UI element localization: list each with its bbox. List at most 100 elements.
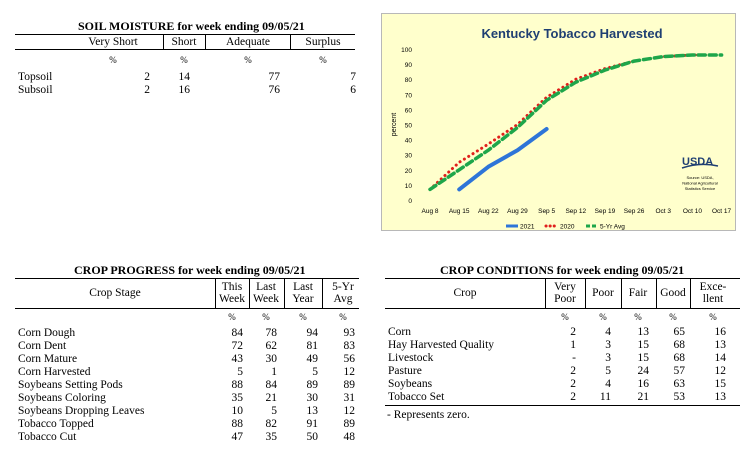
legend-label: 2021: [520, 224, 535, 231]
crop-progress-value-cell: 56: [343, 353, 356, 365]
crop-conditions-value-cell: 65: [673, 326, 686, 338]
unit-label: %: [299, 312, 307, 322]
unit-label: %: [561, 312, 569, 322]
crop-conditions-value-cell: 2: [570, 326, 576, 338]
crop-stage-label: Soybeans Coloring: [18, 392, 106, 404]
y-tick-label: 80: [405, 77, 413, 84]
y-axis-label: percent: [391, 113, 398, 136]
x-tick-label: Oct 10: [683, 208, 703, 215]
divider: [215, 278, 216, 308]
series-line-2020: [428, 53, 724, 191]
divider: [290, 34, 291, 49]
divider: [656, 278, 657, 308]
y-tick-label: 30: [405, 153, 413, 160]
divider: [249, 278, 250, 308]
crop-progress-value-cell: 35: [265, 431, 278, 443]
crop-label: Tobacco Set: [388, 391, 445, 403]
unit-label: %: [709, 312, 717, 322]
usda-logo-swoosh-icon: [681, 163, 719, 169]
soil-moisture-title: SOIL MOISTURE for week ending 09/05/21: [78, 19, 305, 33]
crop-conditions-value-cell: 11: [599, 391, 611, 403]
divider: [322, 278, 323, 308]
unit-label: %: [262, 312, 270, 322]
chart-title: Kentucky Tobacco Harvested: [481, 26, 662, 41]
crop-progress-value-cell: 89: [343, 418, 356, 430]
soil-value-cell: 6: [350, 84, 356, 96]
unit-label: %: [109, 55, 117, 65]
crop-conditions-value-cell: 15: [637, 339, 650, 351]
crop-conditions-value-cell: 16: [714, 326, 727, 338]
divider: [284, 278, 285, 308]
crop-progress-value-cell: 50: [306, 431, 319, 443]
crop-conditions-value-cell: 15: [714, 378, 727, 390]
crop-stage-label: Soybeans Dropping Leaves: [18, 405, 145, 417]
y-tick-label: 0: [408, 198, 412, 205]
crop-conditions-value-cell: 3: [605, 339, 611, 351]
crop-progress-col-header: Last: [256, 281, 276, 293]
x-tick-label: Oct 17: [712, 208, 732, 215]
x-tick-label: Sep 19: [595, 208, 616, 215]
soil-value-cell: 14: [178, 71, 191, 83]
unit-label: %: [228, 312, 236, 322]
divider: [163, 34, 164, 49]
crop-conditions-value-cell: 63: [673, 378, 686, 390]
crop-progress-value-cell: 82: [265, 418, 278, 430]
unit-label: %: [244, 55, 252, 65]
crop-conditions-value-cell: 12: [714, 365, 727, 377]
crop-progress-value-cell: 94: [306, 327, 319, 339]
crop-progress-value-cell: 5: [271, 405, 277, 417]
crop-conditions-col-header: Poor: [554, 293, 576, 305]
crop-stage-label: Tobacco Topped: [18, 418, 94, 430]
soil-value-cell: 7: [350, 71, 356, 83]
crop-conditions-value-cell: 2: [570, 391, 576, 403]
y-tick-label: 50: [405, 123, 413, 130]
crop-progress-col-header: Avg: [333, 293, 353, 305]
crop-conditions-value-cell: 4: [605, 378, 611, 390]
crop-progress-value-cell: 5: [312, 366, 318, 378]
crop-label: Hay Harvested Quality: [388, 339, 495, 351]
soil-row-label: Subsoil: [18, 84, 53, 96]
crop-progress-value-cell: 62: [265, 340, 278, 352]
crop-progress-value-cell: 93: [343, 327, 356, 339]
crop-conditions-value-cell: 5: [605, 365, 611, 377]
divider: [585, 278, 586, 308]
crop-stage-label: Soybeans Setting Pods: [18, 379, 123, 391]
x-tick-label: Aug 8: [422, 208, 439, 215]
crop-conditions-value-cell: 14: [714, 352, 727, 364]
soil-value-cell: 76: [268, 84, 281, 96]
crop-progress-value-cell: 10: [231, 405, 244, 417]
footnote: - Represents zero.: [387, 409, 470, 421]
unit-label: %: [599, 312, 607, 322]
crop-stage-label: Corn Dent: [18, 340, 67, 352]
crop-progress-value-cell: 88: [231, 418, 244, 430]
crop-progress-value-cell: 72: [231, 340, 244, 352]
crop-progress-title: CROP PROGRESS for week ending 09/05/21: [74, 263, 306, 277]
crop-label: Corn: [388, 326, 411, 338]
y-tick-label: 40: [405, 138, 413, 145]
crop-conditions-col-header: llent: [702, 293, 724, 305]
soil-value-cell: 16: [178, 84, 191, 96]
crop-progress-value-cell: 49: [306, 353, 319, 365]
crop-progress-col-header: 5-Yr: [332, 281, 354, 293]
y-tick-label: 90: [405, 62, 413, 69]
crop-conditions-value-cell: -: [572, 352, 576, 364]
crop-conditions-col-header: Poor: [592, 287, 614, 299]
crop-progress-value-cell: 43: [231, 353, 244, 365]
crop-stage-label: Corn Harvested: [18, 366, 91, 378]
crop-conditions-value-cell: 2: [570, 378, 576, 390]
crop-stage-label: Corn Dough: [18, 327, 76, 339]
crop-progress-value-cell: 83: [343, 340, 356, 352]
crop-progress-value-cell: 12: [343, 405, 356, 417]
crop-conditions-col-header: Exce-: [699, 281, 727, 293]
crop-progress-value-cell: 21: [265, 392, 278, 404]
crop-progress-value-cell: 30: [306, 392, 319, 404]
soil-moisture-top-rule: [15, 34, 355, 35]
source-note: Statistics Service: [685, 186, 716, 191]
crop-progress-value-cell: 5: [237, 366, 243, 378]
crop-conditions-top-rule: [385, 278, 740, 279]
crop-conditions-value-cell: 15: [637, 352, 650, 364]
x-tick-label: Aug 15: [449, 208, 470, 215]
unit-label: %: [319, 55, 327, 65]
crop-progress-value-cell: 91: [306, 418, 319, 430]
legend-label: 5-Yr Avg: [600, 224, 625, 231]
